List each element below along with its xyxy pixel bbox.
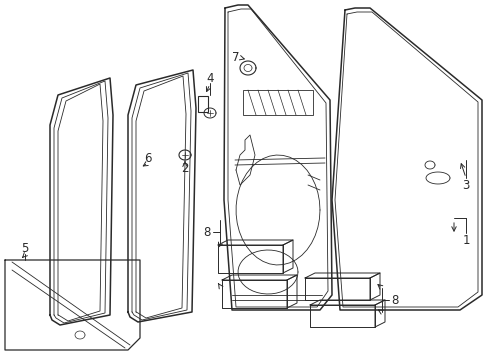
Text: 3: 3	[461, 179, 469, 192]
Text: 2: 2	[181, 162, 188, 175]
Bar	[243, 90, 312, 115]
Text: 4: 4	[206, 72, 213, 85]
Bar	[198, 96, 207, 112]
Text: 8: 8	[203, 225, 210, 239]
Text: 5: 5	[21, 242, 29, 255]
Text: 8: 8	[390, 293, 398, 306]
Text: 6: 6	[144, 152, 151, 165]
Text: 7: 7	[232, 50, 239, 63]
Text: 1: 1	[461, 234, 469, 247]
